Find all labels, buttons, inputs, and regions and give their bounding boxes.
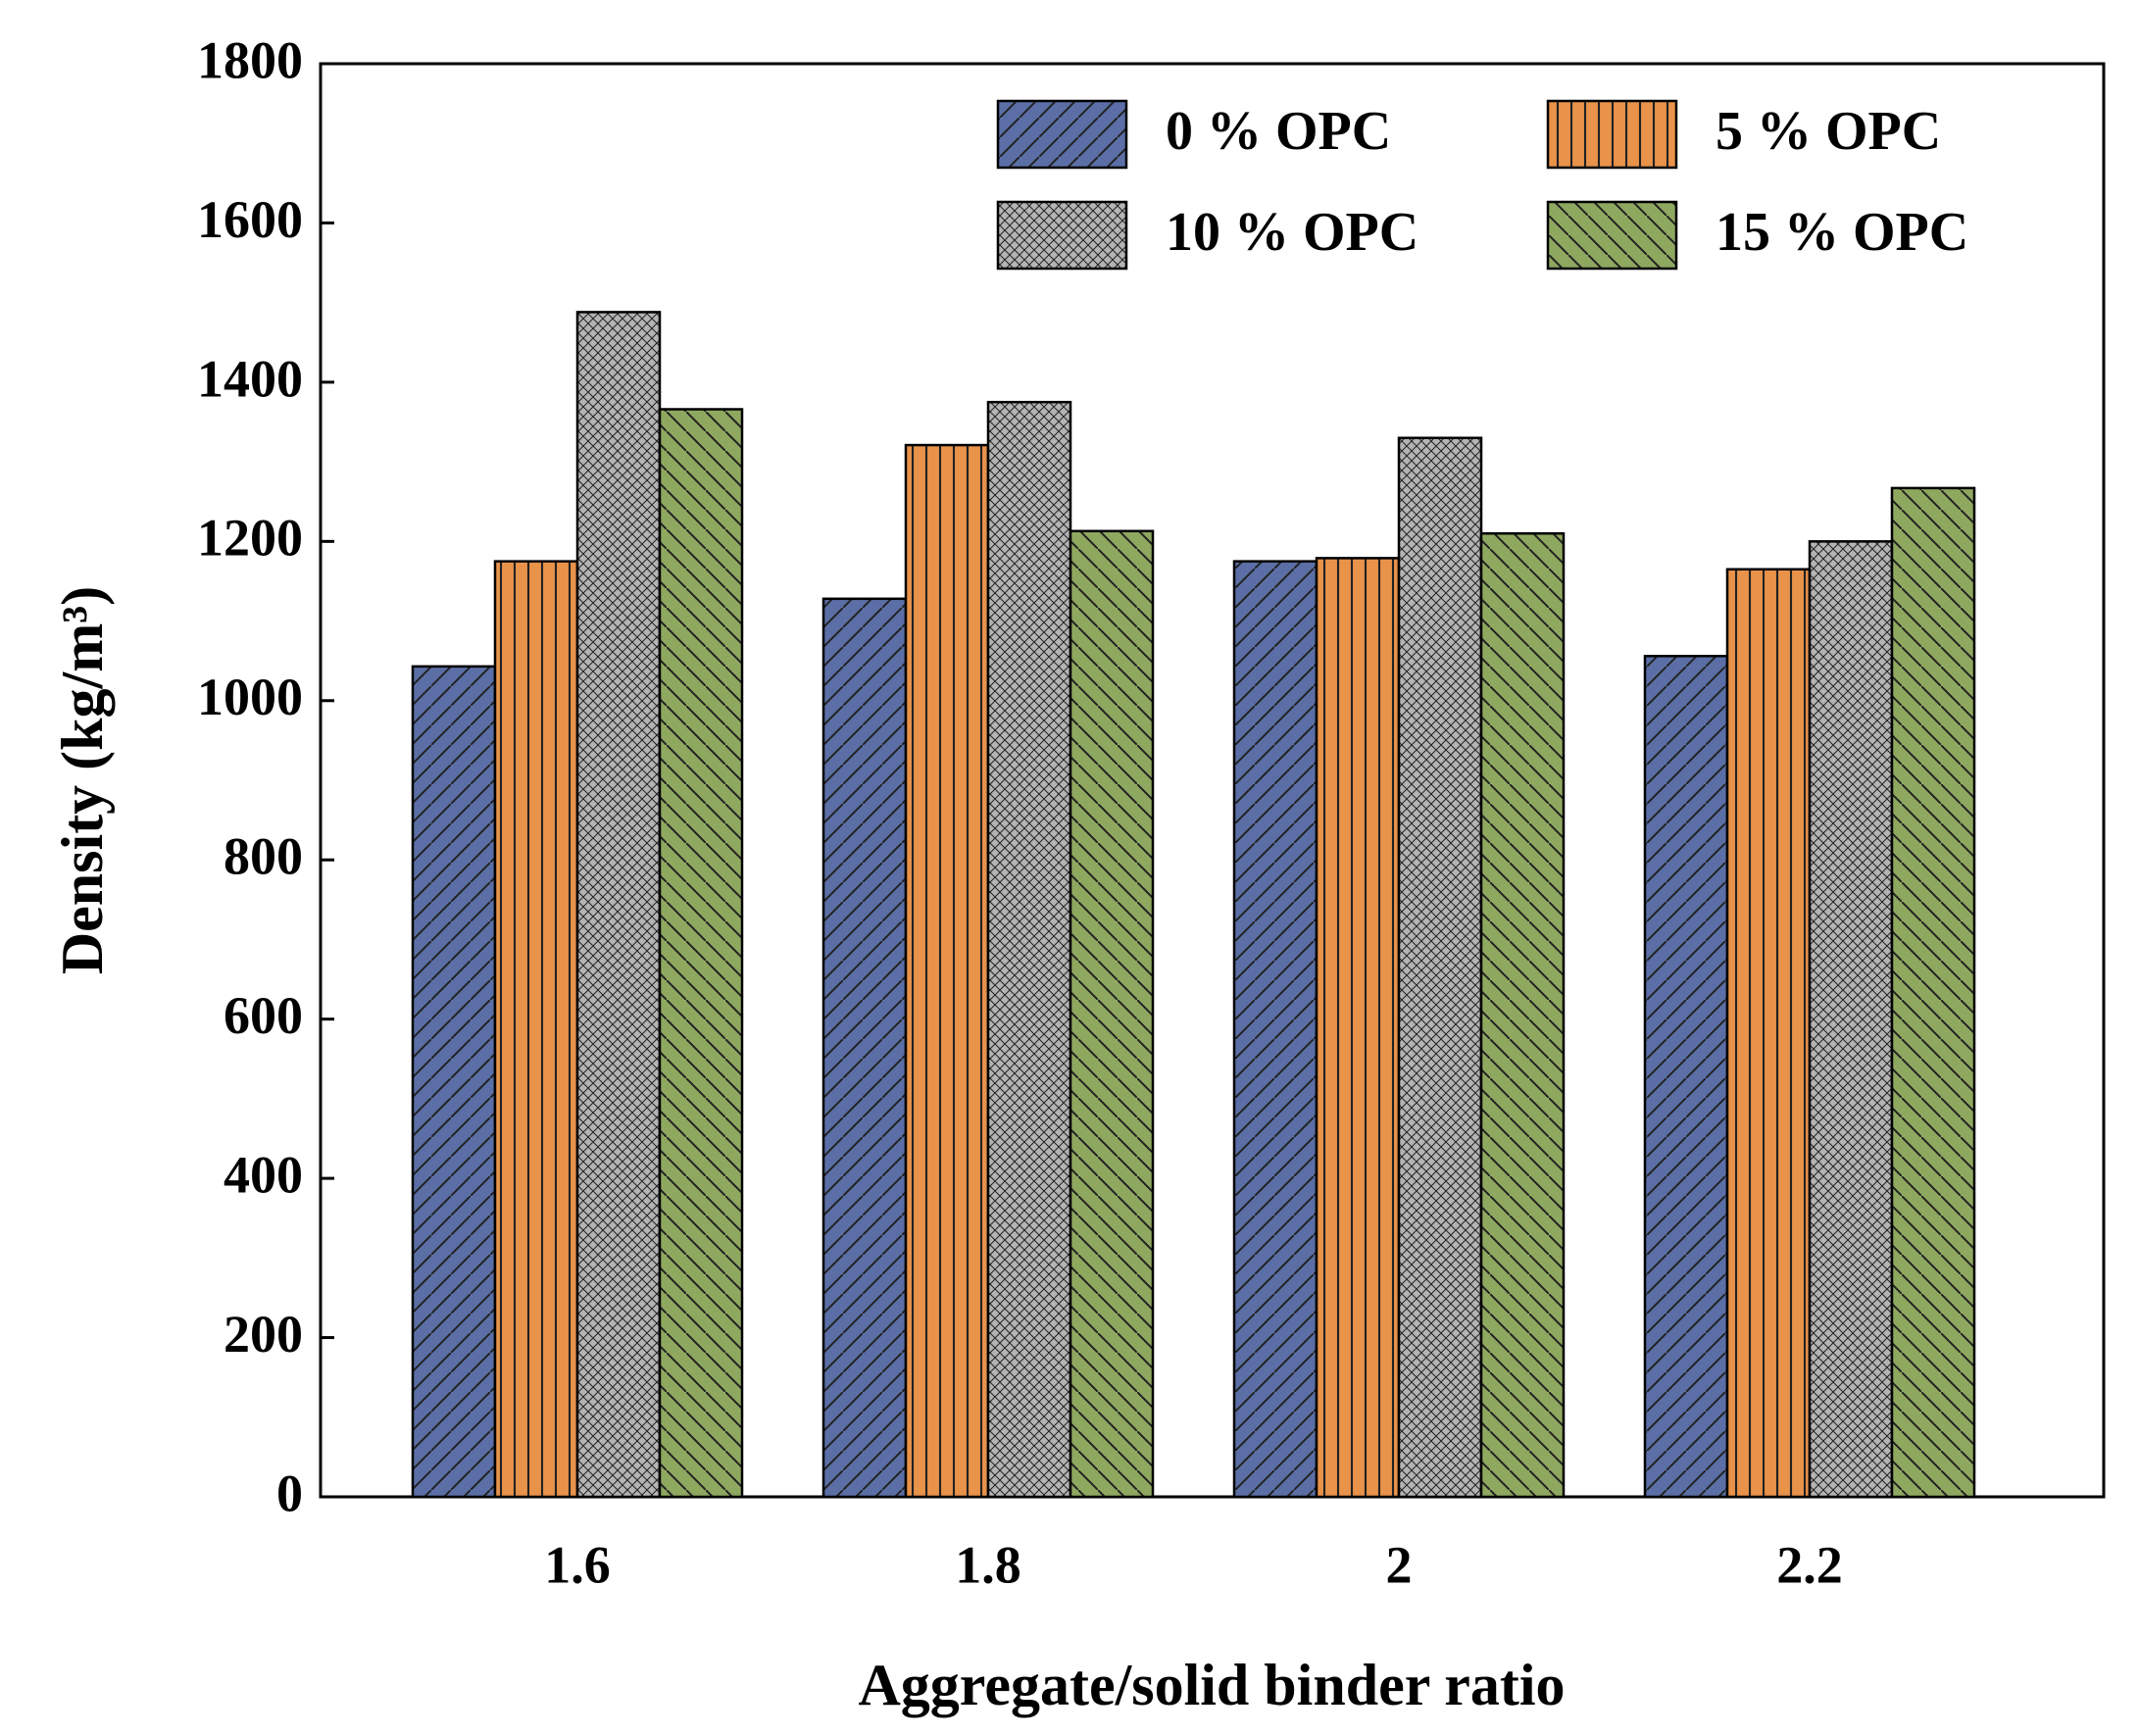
bar [904,443,990,1499]
bar [1232,560,1318,1499]
plot-frame [319,62,2106,1499]
bar [658,408,744,1499]
bar [1725,568,1812,1499]
y-tick-label: 1400 [197,349,303,408]
y-tick-label: 1000 [197,668,303,726]
legend-swatch [996,99,1128,170]
y-tick-label: 1800 [197,30,303,89]
x-tick-label: 2 [1386,1535,1413,1594]
bar [821,597,908,1499]
y-tick-label: 600 [224,986,303,1045]
bar [986,400,1072,1499]
bar [493,560,579,1499]
y-tick-label: 200 [224,1305,303,1364]
y-tick-label: 1600 [197,190,303,249]
bar [1479,531,1566,1499]
legend-label: 15 % OPC [1716,202,1968,263]
legend-label: 0 % OPC [1166,101,1391,162]
legend-label: 5 % OPC [1716,101,1941,162]
y-tick-label: 800 [224,827,303,886]
legend-swatch [1546,99,1678,170]
bar [1397,436,1483,1499]
y-tick-label: 400 [224,1146,303,1205]
x-tick-label: 2.2 [1776,1535,1843,1594]
legend-swatch [1546,200,1678,271]
legend-swatch [996,200,1128,271]
bar [1890,486,1976,1499]
x-axis-title: Aggregate/solid binder ratio [858,1653,1565,1717]
bar [1808,540,1894,1499]
x-tick-label: 1.8 [955,1535,1021,1594]
x-tick-label: 1.6 [544,1535,611,1594]
legend-label: 10 % OPC [1166,202,1418,263]
bar [575,311,662,1499]
bar [1643,655,1729,1499]
bar [1069,529,1155,1499]
y-tick-label: 1200 [197,509,303,568]
bar [411,665,497,1499]
y-tick-label: 0 [276,1463,303,1522]
bar [1315,557,1401,1499]
y-axis-title: Density (kg/m³) [50,586,115,974]
